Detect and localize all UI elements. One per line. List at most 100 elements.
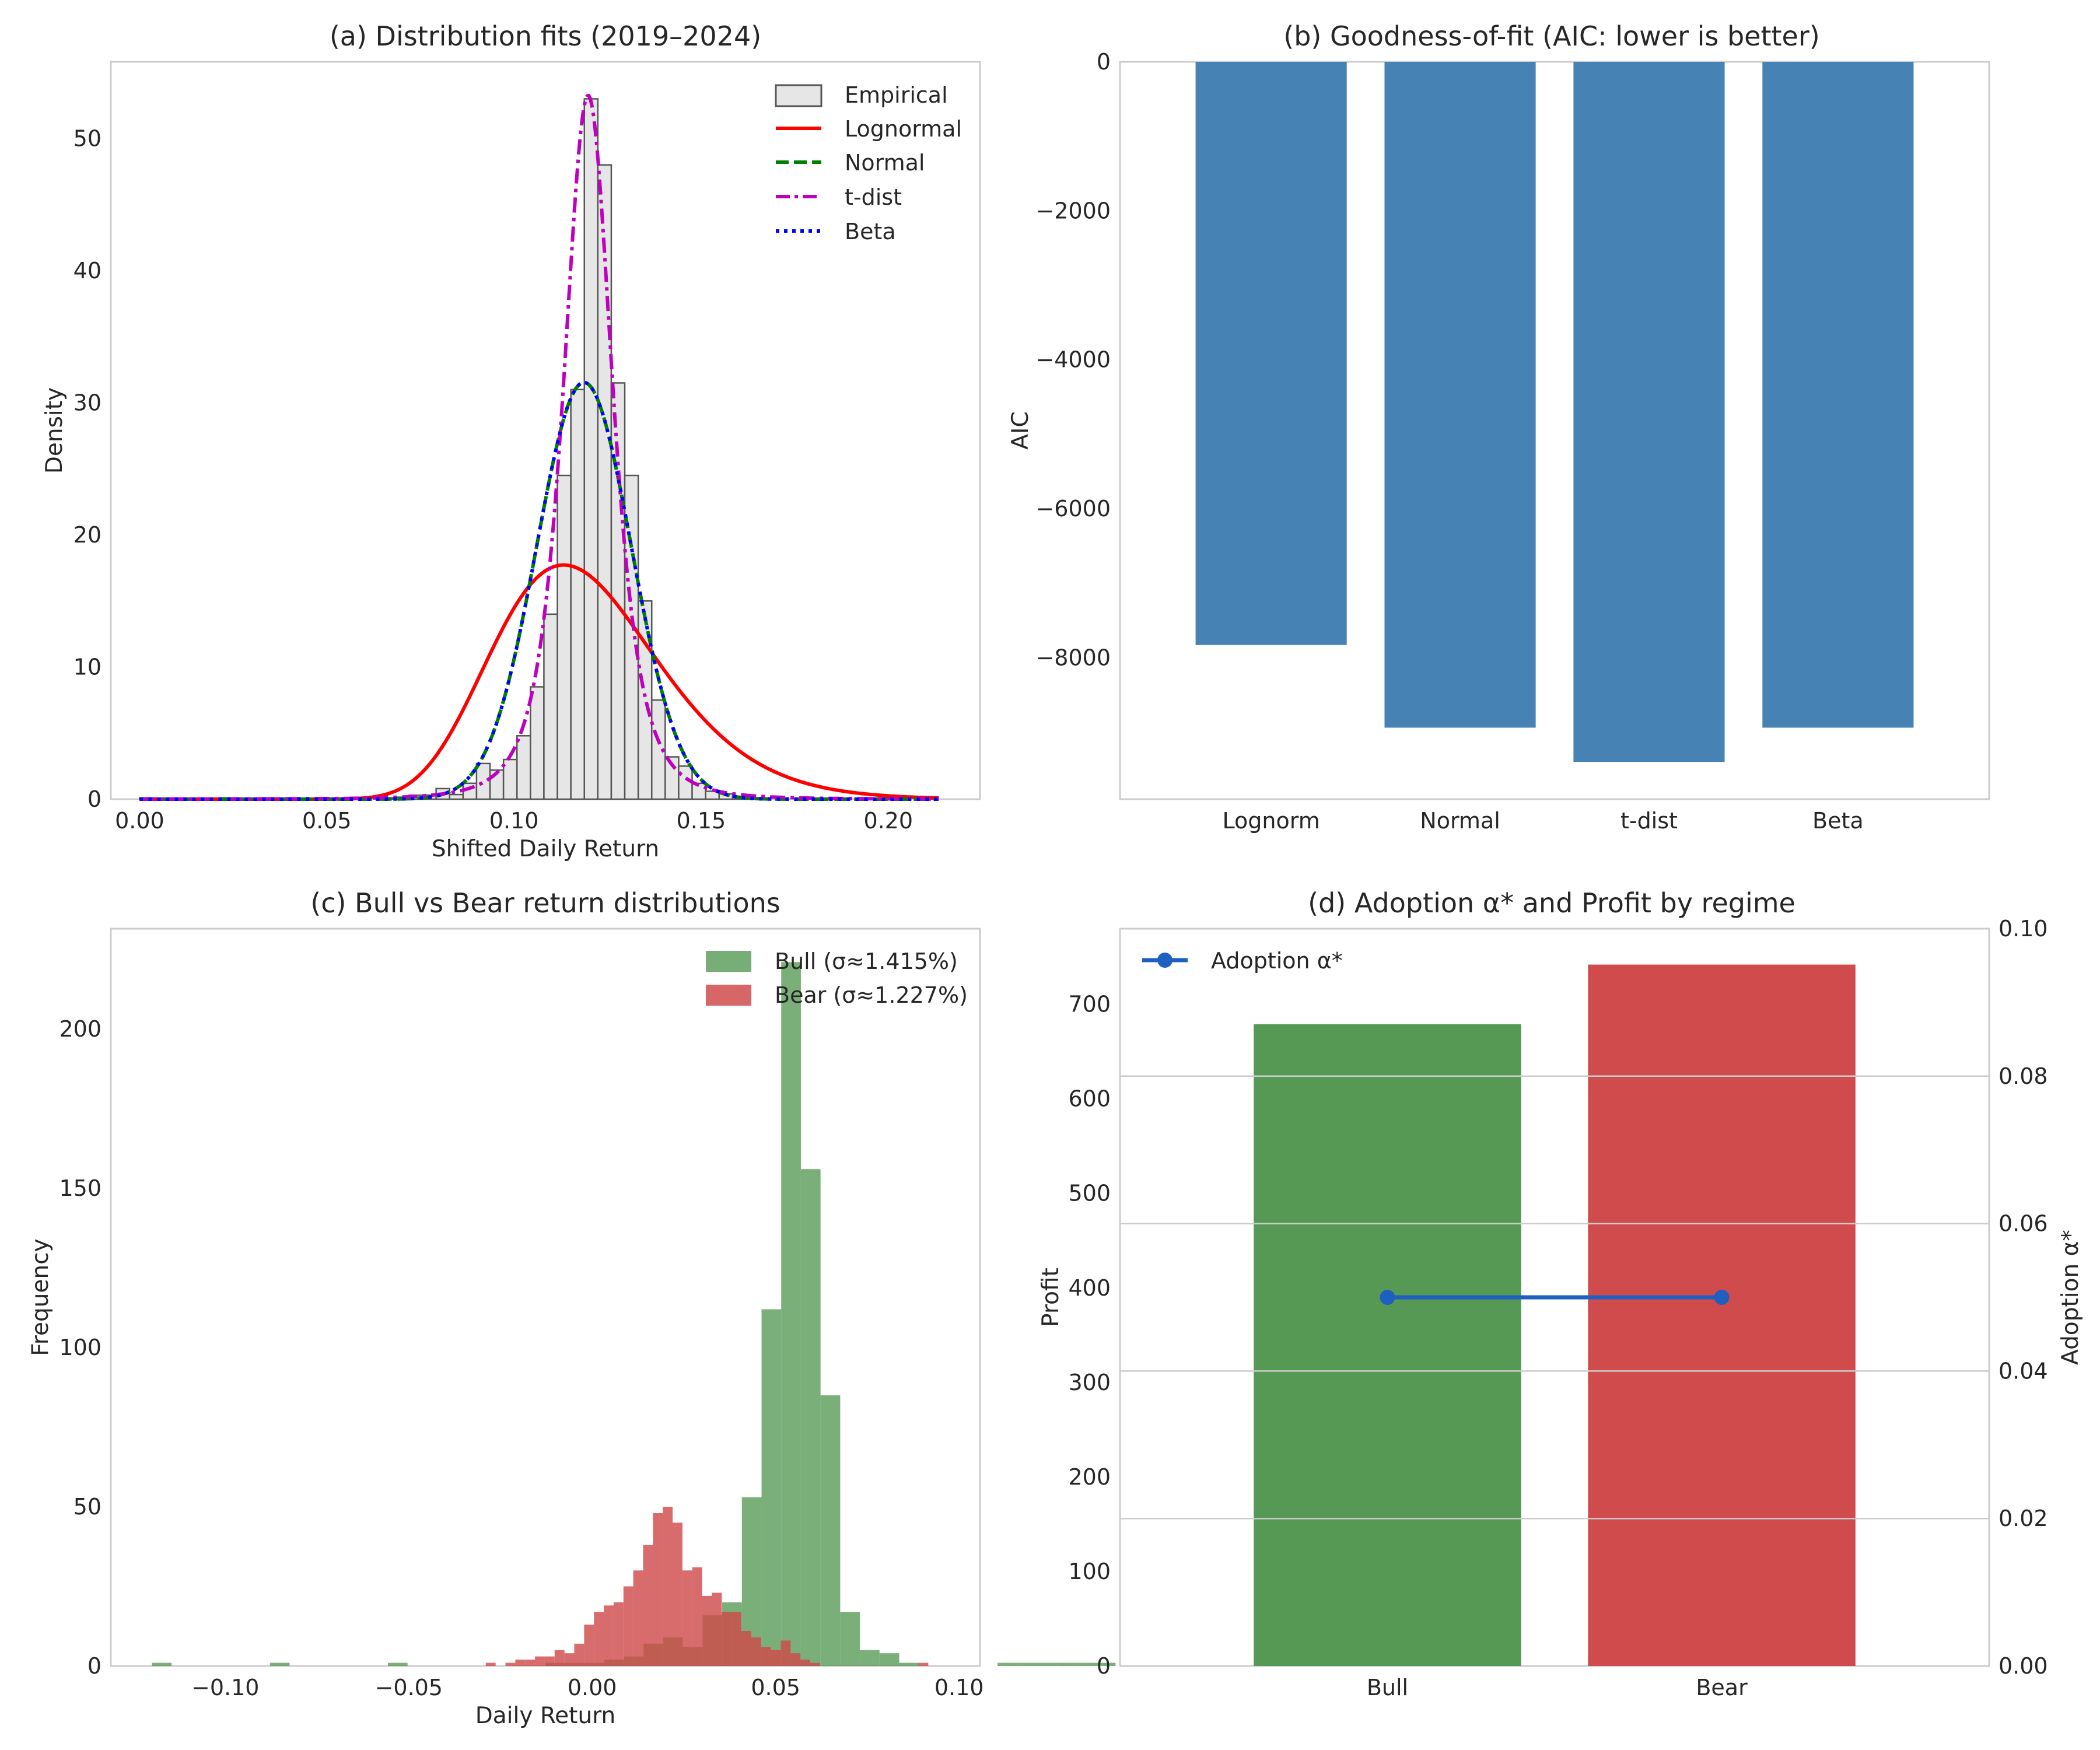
panel-d-y-tick-label: 200 <box>1068 1464 1111 1490</box>
legend-adoption-label: Adoption α* <box>1211 948 1343 974</box>
panel-a-curve-beta <box>139 380 939 801</box>
legend-bear-label: Bear (σ≈1.227%) <box>775 982 968 1008</box>
panel-c-bull-bar <box>1056 1662 1076 1666</box>
panel-c-bull-bar <box>1076 1662 1096 1666</box>
panel-b-y-ticks: 0 −2000 −4000 −6000 −8000 <box>1035 49 1111 670</box>
panel-b-bar-normal <box>1384 62 1536 728</box>
panel-d-right-y-ticks: 0.00 0.02 0.04 0.06 0.08 0.10 <box>1999 916 2048 1679</box>
panel-c-bear-bar <box>544 1656 555 1666</box>
panel-b-title: (b) Goodness-of-fit (AIC: lower is bette… <box>1283 20 1819 52</box>
panel-c-bear-bar <box>485 1662 496 1666</box>
panel-a-y-tick-label: 20 <box>74 522 102 548</box>
panel-d-y2-label: Adoption α* <box>2057 1230 2084 1365</box>
panel-b-x-tick-label: t-dist <box>1620 808 1678 834</box>
panel-a-histogram-bar <box>650 699 666 800</box>
panel-c-bear-bar <box>594 1612 604 1666</box>
panel-c-bear-bar <box>780 1640 791 1666</box>
panel-c-bull-bar <box>820 1395 841 1666</box>
panel-d-y2-tick-label: 0.04 <box>1999 1358 2048 1384</box>
panel-c-bear-bar <box>584 1625 594 1666</box>
panel-c-bear-bar <box>643 1545 653 1666</box>
panel-d-bar-bull <box>1254 1024 1521 1666</box>
panel-c-bull-bar <box>781 962 801 1666</box>
panel-a-x-tick-label: 0.00 <box>115 808 164 834</box>
panel-d-adoption-point <box>1714 1290 1730 1305</box>
panel-a-title: (a) Distribution fits (2019–2024) <box>330 20 761 52</box>
legend-empirical-label: Empirical <box>845 82 948 108</box>
panel-c-bear-bar <box>515 1660 526 1666</box>
panel-a-y-tick-label: 10 <box>74 654 102 680</box>
panel-c-bear-bar <box>505 1662 516 1666</box>
panel-d-left-y-ticks: 0 100 200 300 400 500 600 700 <box>1068 992 1111 1679</box>
panel-d-bars <box>1254 964 1856 1666</box>
panel-a-histogram-bar <box>570 388 585 800</box>
panel-c-y-tick-label: 150 <box>59 1175 102 1201</box>
panel-a-y-tick-label: 30 <box>74 390 102 415</box>
panel-d-y2-tick-label: 0.10 <box>1999 916 2048 942</box>
panel-d-x-tick-label: Bull <box>1367 1675 1408 1700</box>
panel-c-bull-bar <box>998 1662 1017 1666</box>
panel-c-bear-bar <box>653 1513 663 1666</box>
panel-c-bull-bar <box>761 1309 782 1666</box>
panel-c-bear-bar <box>918 1662 929 1666</box>
panel-c-bear-bar <box>732 1612 742 1666</box>
panel-d-adoption-point <box>1380 1290 1395 1305</box>
panel-c-bear-bar <box>535 1656 545 1666</box>
panel-c-bull-bar <box>1037 1662 1057 1666</box>
panel-d-title: (d) Adoption α* and Profit by regime <box>1308 887 1796 919</box>
panel-c-bear-bar <box>702 1595 712 1666</box>
panel-b-x-ticks: Lognorm Normal t-dist Beta <box>1223 808 1864 834</box>
panel-c-bull-bar <box>860 1650 880 1666</box>
panel-c-bear-bar <box>682 1570 692 1666</box>
legend-adoption-marker <box>1157 953 1172 968</box>
panel-a-histogram-bar <box>691 782 706 800</box>
panel-d-y-tick-label: 600 <box>1068 1086 1111 1112</box>
panel-c-bull-bar <box>387 1662 408 1666</box>
panel-c-x-tick-label: −0.10 <box>191 1675 259 1700</box>
panel-c-bear-bar <box>810 1662 820 1666</box>
panel-c-bear-bar <box>741 1630 751 1666</box>
panel-c-bear-bar <box>673 1522 682 1666</box>
panel-b-bar-beta <box>1762 62 1914 728</box>
panel-a-x-ticks: 0.00 0.05 0.10 0.15 0.20 <box>115 808 913 834</box>
panel-c-x-label: Daily Return <box>475 1703 616 1729</box>
panel-a-y-ticks: 0 10 20 30 40 50 <box>74 125 102 812</box>
panel-d-x-ticks: Bull Bear <box>1367 1675 1748 1700</box>
panel-a-x-label: Shifted Daily Return <box>432 836 659 862</box>
panel-a-y-tick-label: 0 <box>88 786 102 812</box>
panel-c-bear-bar <box>771 1650 781 1666</box>
panel-c-bear-bar <box>525 1660 536 1666</box>
legend-bear-swatch <box>706 985 751 1006</box>
panel-a-y-tick-label: 50 <box>74 125 102 151</box>
panel-d-adoption-line <box>1380 1290 1730 1305</box>
panel-d-y-tick-label: 100 <box>1068 1559 1111 1584</box>
panel-d-y-tick-label: 300 <box>1068 1370 1111 1395</box>
panel-c-bear-bar <box>574 1643 584 1666</box>
panel-c-legend: Bull (σ≈1.415%) Bear (σ≈1.227%) <box>706 949 968 1008</box>
panel-a-x-tick-label: 0.15 <box>677 808 726 834</box>
panel-a-y-tick-label: 40 <box>74 258 102 284</box>
panel-a-x-tick-label: 0.10 <box>489 808 539 834</box>
panel-d-y-tick-label: 700 <box>1068 992 1111 1017</box>
panel-d-y2-tick-label: 0.08 <box>1999 1063 2048 1089</box>
panel-d-y-tick-label: 400 <box>1068 1275 1111 1301</box>
panel-c-bear-bar <box>663 1506 673 1666</box>
panel-a-histogram-bar <box>583 98 599 800</box>
panel-b-bars <box>1195 62 1914 762</box>
panel-b-x-tick-label: Lognorm <box>1223 808 1320 834</box>
panel-c-plot-area <box>110 928 981 1667</box>
panel-d-y-tick-label: 500 <box>1068 1181 1111 1206</box>
panel-d-y-label: Profit <box>1038 1268 1064 1327</box>
panel-c-bear-bar <box>800 1660 811 1666</box>
legend-bull-label: Bull (σ≈1.415%) <box>775 949 958 974</box>
panel-c-bear-bar <box>751 1637 761 1666</box>
panel-a-y-label: Density <box>41 387 68 474</box>
panel-b-y-tick-label: −4000 <box>1035 347 1111 373</box>
legend-empirical-swatch <box>775 84 822 107</box>
panel-c-y-ticks: 0 50 100 150 200 <box>59 1016 102 1679</box>
panel-b-bar-lognorm <box>1195 62 1347 645</box>
panel-c-bear-bar <box>712 1592 722 1666</box>
legend-t-dist-label: t-dist <box>845 184 902 210</box>
panel-d-right-axis-grid <box>1120 1075 1989 1520</box>
